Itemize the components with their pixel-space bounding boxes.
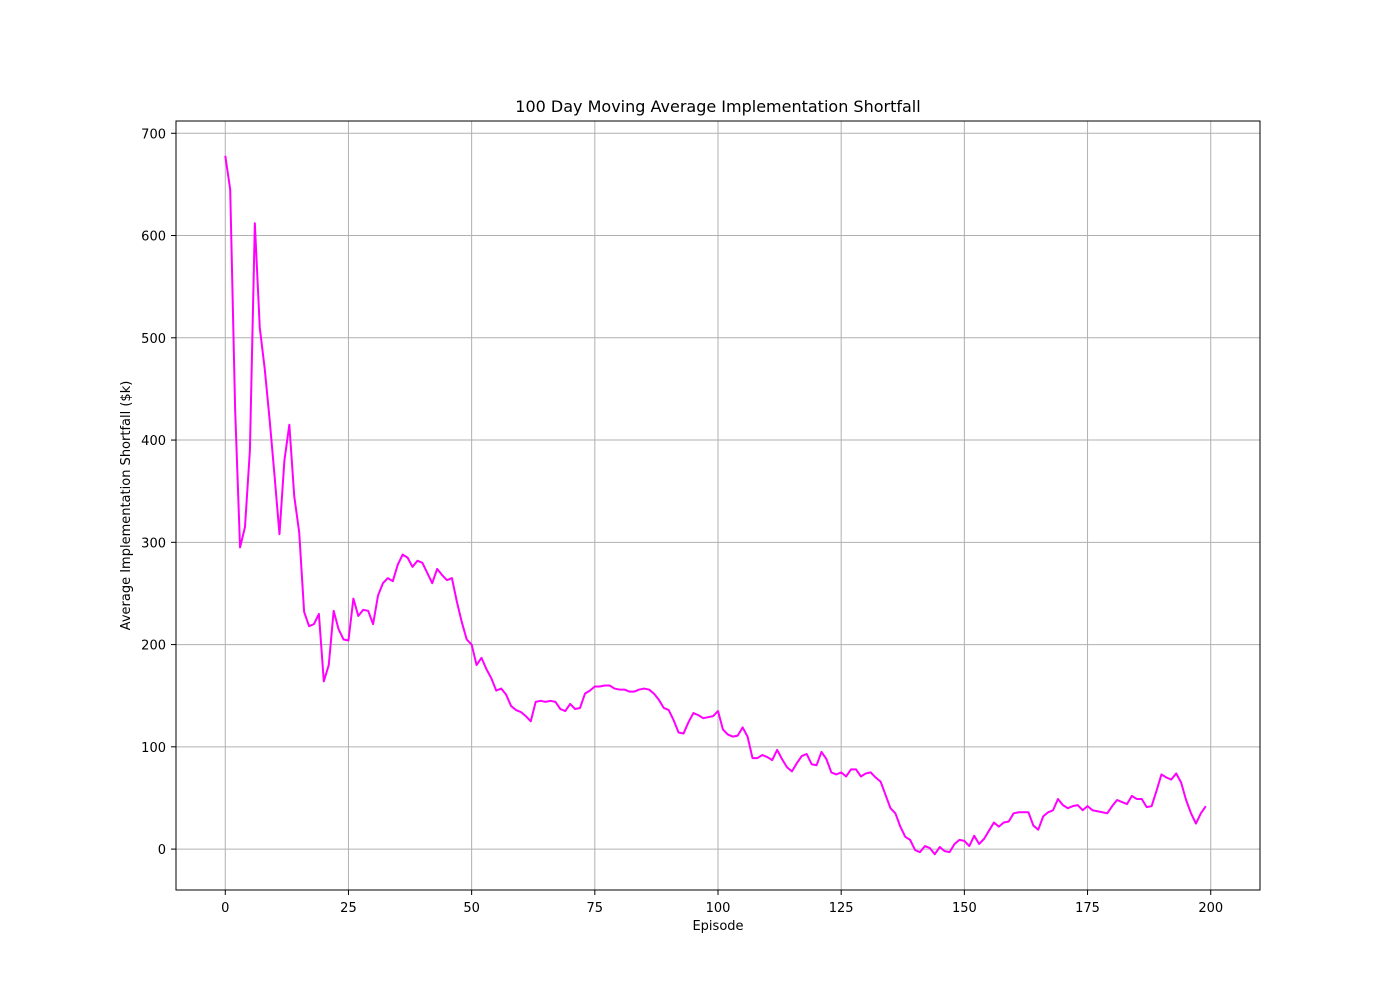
y-tick-label: 700 <box>141 127 166 142</box>
x-tick-label: 0 <box>221 901 229 916</box>
x-tick-label: 125 <box>829 901 854 916</box>
y-tick-label: 400 <box>141 434 166 449</box>
series-layer <box>224 155 1207 856</box>
y-axis-title: Average Implementation Shortfall ($k) <box>119 381 134 631</box>
x-tick-label: 150 <box>952 901 977 916</box>
axis-ticks: 0 25 50 75 100 125 150 175 200 0 100 200 300 400 500 60… <box>141 127 1223 916</box>
y-tick-label: 600 <box>141 230 166 245</box>
x-tick-label: 175 <box>1075 901 1100 916</box>
x-axis-title: Episode <box>692 919 743 934</box>
y-tick-label: 0 <box>158 843 166 858</box>
x-tick-label: 25 <box>340 901 357 916</box>
x-tick-label: 100 <box>706 901 731 916</box>
x-tick-label: 50 <box>463 901 480 916</box>
grid-lines <box>176 121 1260 890</box>
x-tick-label: 200 <box>1198 901 1223 916</box>
series-line <box>224 155 1207 856</box>
y-tick-label: 500 <box>141 332 166 347</box>
x-tick-label: 75 <box>587 901 604 916</box>
y-tick-label: 200 <box>141 639 166 654</box>
y-tick-label: 100 <box>141 741 166 756</box>
chart-title: 100 Day Moving Average Implementation Sh… <box>515 97 920 116</box>
y-tick-label: 300 <box>141 536 166 551</box>
